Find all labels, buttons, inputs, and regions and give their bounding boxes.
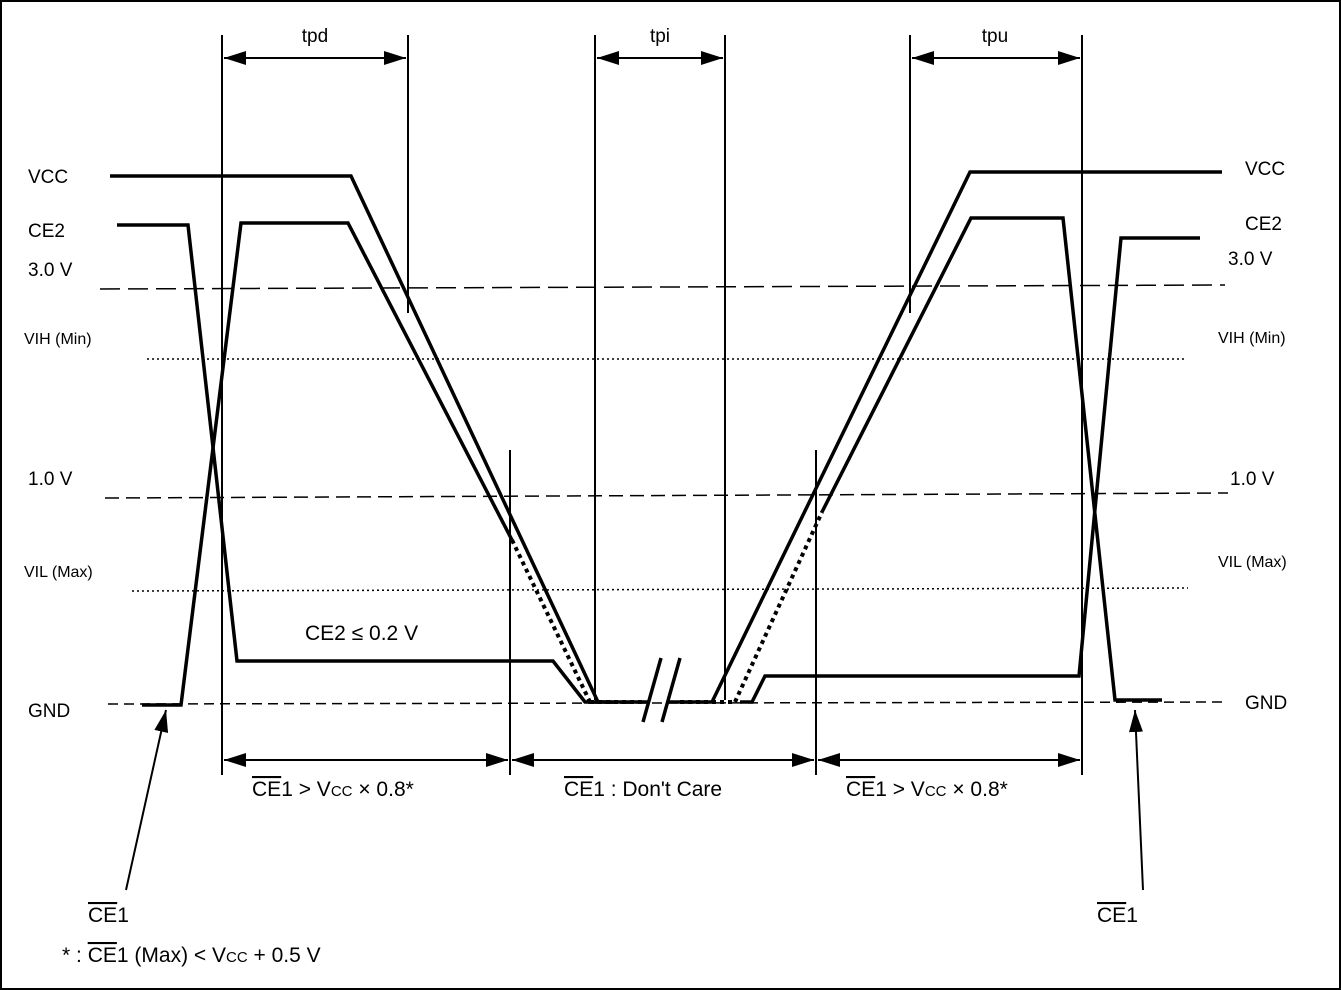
ce1-bar-text: CE [846, 778, 875, 801]
ce1-label-right: CE1 [1097, 904, 1138, 927]
right-condition-label: CE1 > VCC × 0.8* [846, 778, 1008, 801]
line-3v [99, 284, 1226, 290]
tpi-label: tpi [650, 26, 670, 47]
ce2-low-annotation: CE2 ≤ 0.2 V [305, 622, 418, 645]
vcc-subscript: CC [226, 949, 248, 966]
ce1-dotted-fall [510, 539, 592, 703]
vcc-waveform-falling [110, 174, 600, 703]
dontcare-text: : Don't Care [605, 778, 722, 801]
ce1-dotted-rise [733, 511, 824, 703]
ce1-right-pointer [1128, 709, 1144, 891]
level-1v-right: 1.0 V [1230, 469, 1275, 490]
waveforms [110, 170, 1222, 707]
level-vih-right: VIH (Min) [1218, 330, 1286, 347]
level-3v-left: 3.0 V [28, 260, 73, 281]
footnote-tail: + 0.5 V [248, 944, 321, 967]
ce1-waveform-left [142, 221, 514, 707]
level-vil-left: VIL (Max) [24, 564, 93, 581]
gnd-label-right: GND [1245, 693, 1287, 714]
footnote-mid: (Max) < V [129, 944, 226, 967]
ce1-label-left: CE1 [88, 904, 129, 927]
ce1-bar-text: CE [1097, 904, 1126, 927]
dontcare-dotted-segments [510, 511, 824, 704]
ce1-suffix-text: 1 [1126, 904, 1138, 927]
tpu-label: tpu [982, 26, 1008, 47]
timing-markers [221, 35, 1083, 775]
ce1-suffix-text: 1 [875, 778, 887, 801]
ce1-suffix-text: 1 [593, 778, 605, 801]
level-1v-left: 1.0 V [28, 469, 73, 490]
footnote: * : CE1 (Max) < VCC + 0.5 V [62, 944, 321, 967]
ce2-label-right: CE2 [1245, 214, 1282, 235]
line-1v [104, 492, 1229, 499]
level-3v-right: 3.0 V [1228, 249, 1273, 270]
ce1-suffix-text: 1 [281, 778, 293, 801]
condition-tail-text: × 0.8* [947, 778, 1008, 801]
threshold-lines [99, 284, 1229, 705]
ce1-waveform-right [820, 216, 1162, 702]
break-mark-1 [641, 657, 663, 723]
break-mark-2 [660, 657, 682, 723]
ce2-label-left: CE2 [28, 221, 65, 242]
ce1-suffix-text: 1 [117, 904, 129, 927]
break-marks [641, 657, 682, 723]
vcc-waveform-rising [710, 170, 1222, 703]
vcc-label-left: VCC [28, 167, 68, 188]
condition-tail-text: × 0.8* [353, 778, 414, 801]
ce1-bar-text: CE [252, 778, 281, 801]
line-vil [131, 587, 1189, 592]
level-vih-left: VIH (Min) [24, 331, 92, 348]
ce2-waveform-rising [740, 236, 1200, 704]
ce1-bar-text: CE [88, 904, 117, 927]
gnd-label-left: GND [28, 701, 70, 722]
vcc-subscript: CC [925, 783, 947, 800]
line-gnd [107, 701, 1227, 705]
footnote-prefix: * : [62, 944, 88, 967]
ce1-bar-text: CE [88, 944, 117, 967]
left-condition-label: CE1 > VCC × 0.8* [252, 778, 414, 801]
ce1-suffix-text: 1 [117, 944, 129, 967]
dimension-arrows [125, 51, 1144, 891]
condition-text: > V [887, 778, 925, 801]
ce1-left-pointer [125, 709, 169, 891]
vcc-subscript: CC [331, 783, 353, 800]
vcc-label-right: VCC [1245, 159, 1285, 180]
ce1-bar-text: CE [564, 778, 593, 801]
level-vil-right: VIL (Max) [1218, 554, 1287, 571]
tpd-label: tpd [302, 26, 328, 47]
condition-text: > V [293, 778, 331, 801]
dontcare-label: CE1 : Don't Care [564, 778, 722, 801]
